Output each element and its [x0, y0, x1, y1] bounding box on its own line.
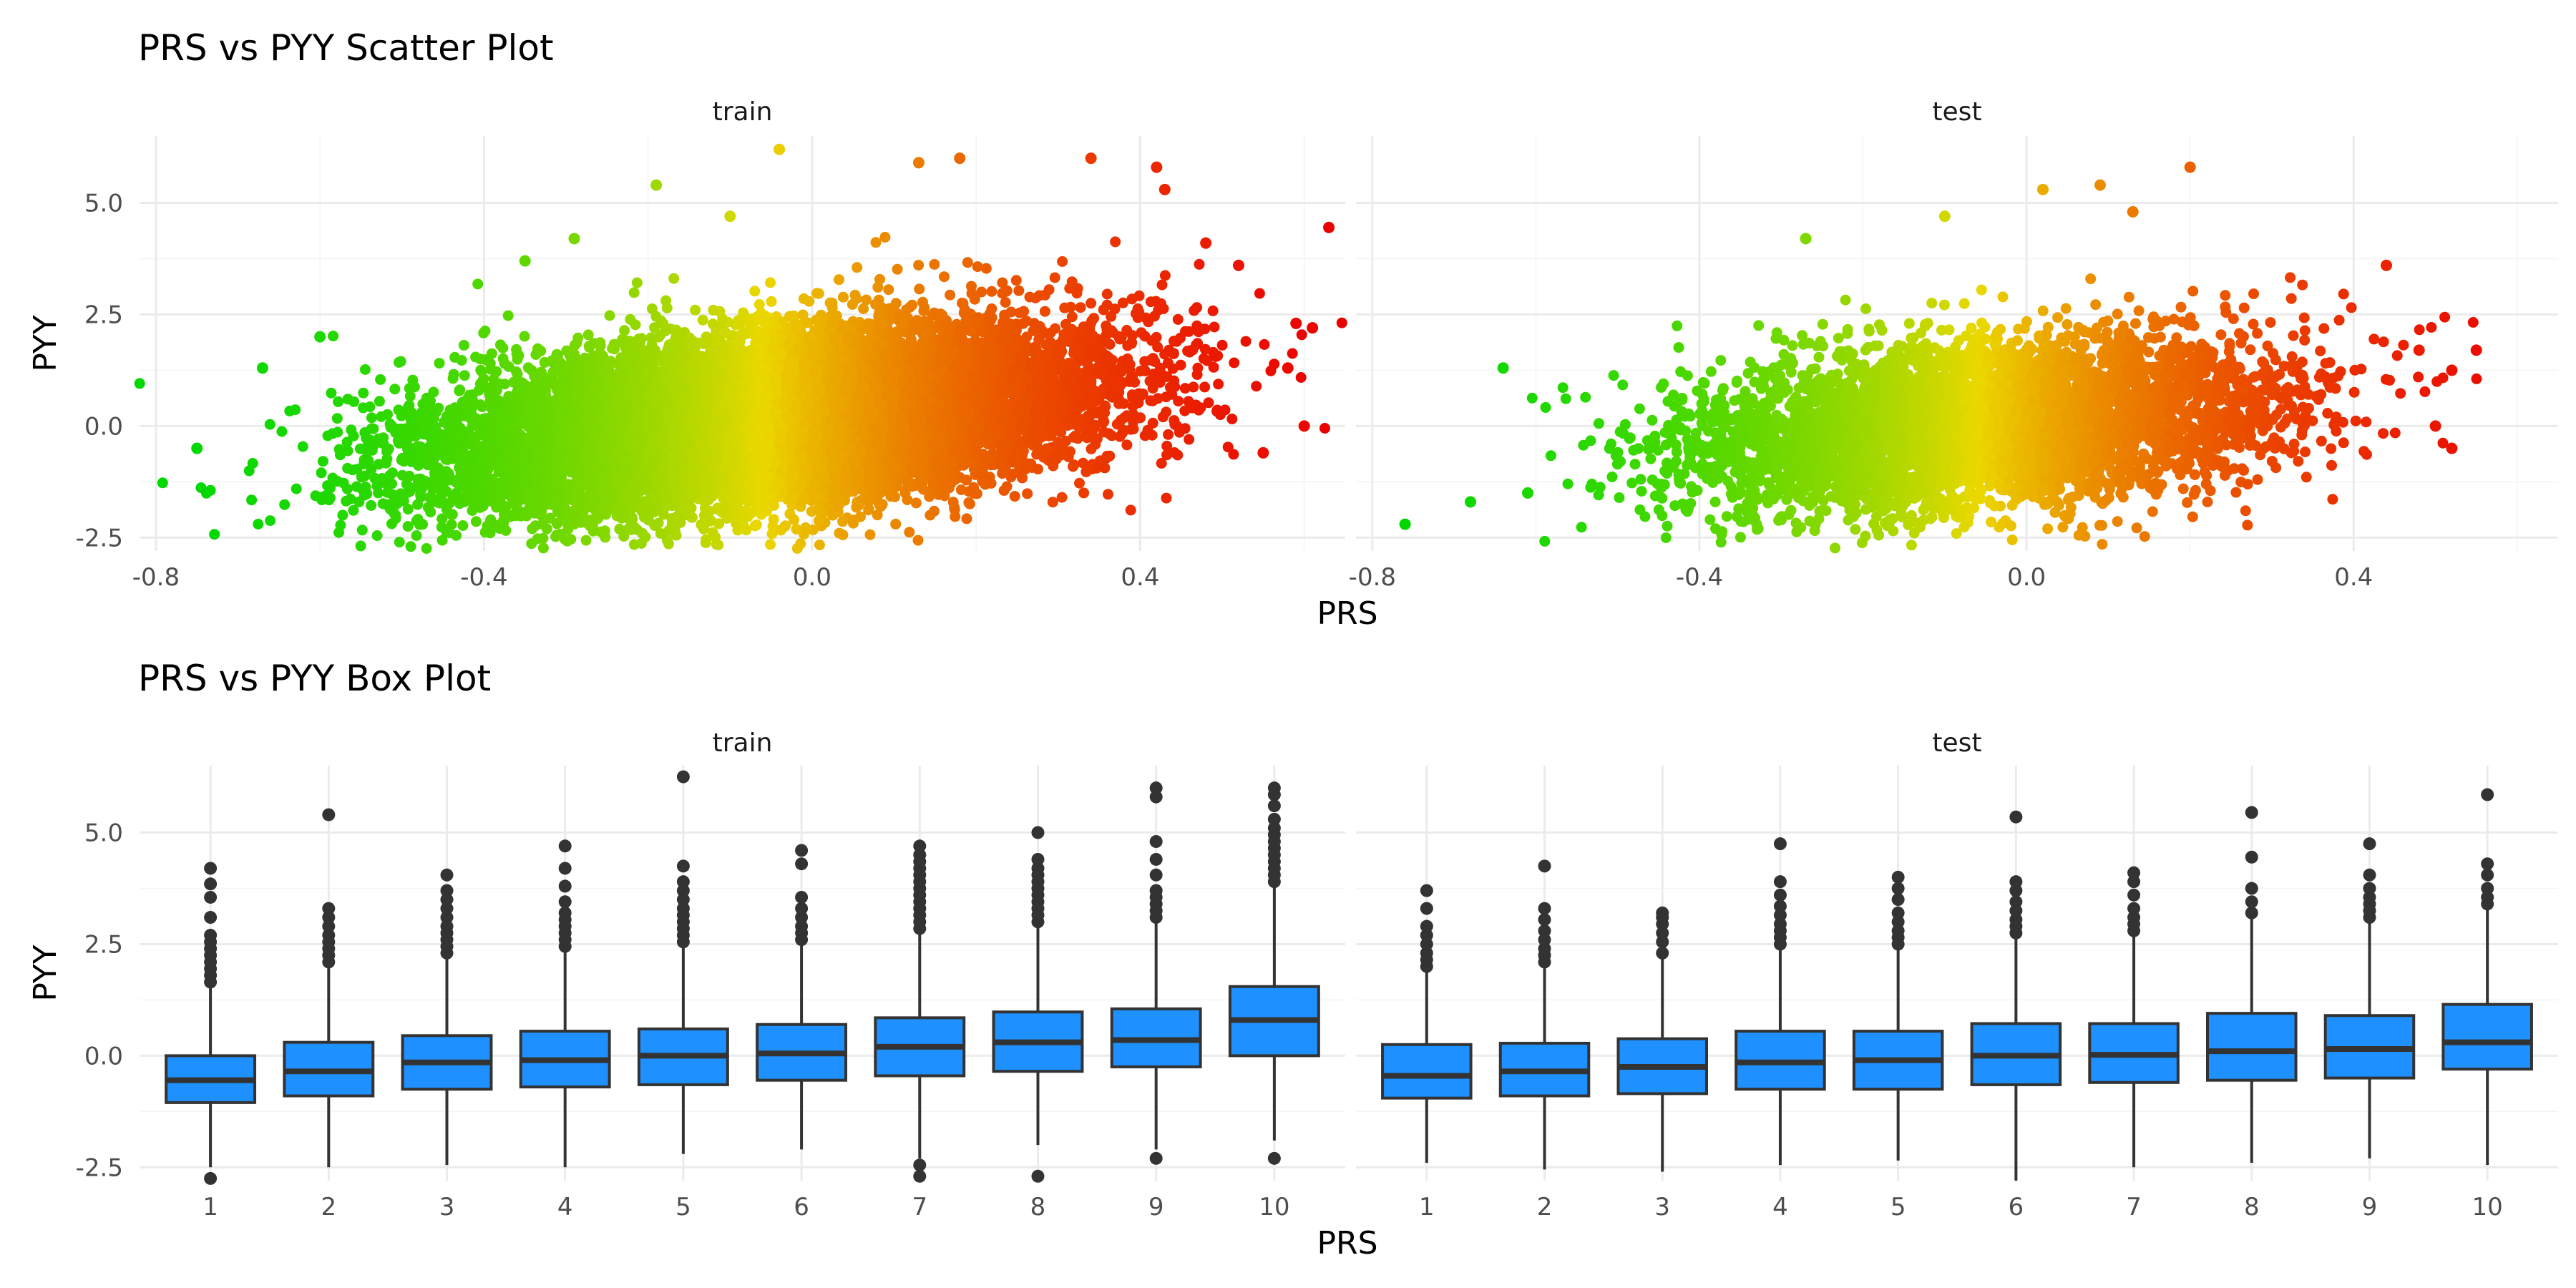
- scatter-point: [1179, 383, 1191, 394]
- scatter-point: [1117, 427, 1128, 439]
- scatter-point: [1198, 353, 1209, 364]
- scatter-point: [472, 278, 484, 290]
- scatter-point: [243, 465, 255, 477]
- scatter-point: [519, 331, 530, 342]
- x-tick-label: -0.8: [132, 563, 180, 592]
- scatter-point: [348, 396, 360, 407]
- x-tick-label: 0.4: [1121, 563, 1159, 592]
- y-tick-label: 0.0: [84, 412, 123, 441]
- scatter-points: [134, 143, 1347, 554]
- scatter-point: [1259, 338, 1270, 350]
- scatter-point: [486, 348, 497, 359]
- scatter-point: [405, 541, 416, 552]
- scatter-point: [279, 499, 291, 510]
- scatter-point: [470, 516, 482, 527]
- scatter-point: [834, 274, 844, 286]
- scatter-point: [892, 263, 903, 275]
- scatter-point: [333, 396, 344, 407]
- y-tick-label: 5.0: [84, 190, 123, 218]
- scatter-point: [195, 482, 207, 494]
- scatter-point: [276, 426, 288, 437]
- scatter-point: [690, 304, 701, 316]
- scatter-point: [459, 370, 470, 381]
- scatter-point: [1184, 434, 1195, 445]
- scatter-point: [883, 284, 894, 296]
- scatter-point: [791, 542, 803, 554]
- scatter-point: [852, 262, 863, 273]
- scatter-point: [371, 530, 383, 541]
- scatter-point: [456, 355, 467, 366]
- scatter-point: [907, 299, 918, 311]
- scatter-point: [1226, 414, 1238, 424]
- y-tick-label: -2.5: [76, 524, 123, 552]
- scatter-point: [358, 387, 369, 399]
- x-tick-label: -0.4: [460, 563, 507, 592]
- scatter-panel-train: train -0.8 -0.4 0.0 0.4 -2.5 0.0 2.5 5.0: [76, 97, 1347, 592]
- scatter-point: [697, 314, 708, 326]
- scatter-point: [317, 456, 328, 467]
- scatter-point: [253, 519, 264, 530]
- scatter-point: [332, 426, 343, 438]
- scatter-point: [929, 259, 940, 270]
- x-tick-label: 0.0: [793, 563, 831, 592]
- scatter-point: [1009, 491, 1020, 502]
- scatter-point: [1103, 489, 1113, 500]
- scatter-point: [1222, 441, 1234, 453]
- scatter-point: [458, 340, 469, 351]
- scatter-point: [837, 516, 849, 527]
- scatter-point: [962, 257, 973, 268]
- facet-strip-label: train: [713, 97, 773, 127]
- scatter-point: [205, 484, 216, 496]
- y-tick-label: 2.5: [84, 301, 123, 329]
- scatter-point: [939, 271, 950, 283]
- scatter-point: [1156, 458, 1167, 469]
- scatter-point: [945, 289, 956, 301]
- scatter-point: [1098, 304, 1109, 316]
- scatter-point: [359, 364, 371, 375]
- scatter-point: [1287, 348, 1298, 359]
- scatter-point: [434, 358, 445, 369]
- scatter-point: [1085, 443, 1097, 454]
- scatter-point: [1078, 487, 1090, 499]
- scatter-point: [861, 294, 872, 306]
- scatter-point: [890, 518, 902, 530]
- scatter-point: [1101, 288, 1113, 300]
- scatter-point: [1172, 449, 1184, 461]
- scatter-point: [1251, 381, 1262, 392]
- scatter-point: [580, 535, 592, 546]
- scatter-point: [663, 538, 674, 550]
- scatter-point: [1240, 336, 1252, 347]
- scatter-point: [961, 513, 972, 525]
- scatter-point: [858, 303, 869, 314]
- scatter-point: [402, 521, 414, 532]
- scatter-point: [1172, 313, 1184, 325]
- scatter-point: [421, 543, 432, 554]
- scatter-point: [264, 419, 275, 430]
- scatter-point: [1208, 361, 1219, 373]
- scatter-point: [884, 303, 895, 314]
- scatter-point: [1296, 329, 1307, 341]
- scatter-plot-title: PRS vs PYY Scatter Plot: [138, 27, 554, 69]
- scatter-point: [411, 530, 422, 541]
